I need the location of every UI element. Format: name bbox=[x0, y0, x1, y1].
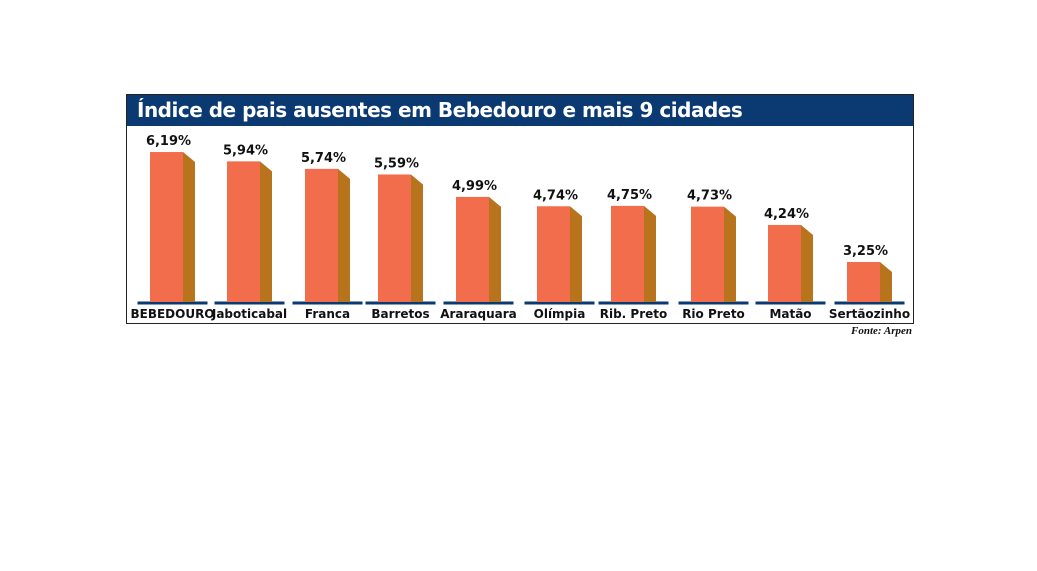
chart-title: Índice de pais ausentes em Bebedouro e m… bbox=[127, 95, 913, 126]
category-label: Araraquara bbox=[440, 307, 517, 321]
bar bbox=[378, 174, 411, 302]
category-label: Jaboticabal bbox=[211, 307, 287, 321]
value-label: 5,59% bbox=[374, 156, 419, 171]
value-label: 4,99% bbox=[452, 179, 497, 194]
value-label: 6,19% bbox=[146, 134, 191, 149]
value-label: 3,25% bbox=[843, 244, 888, 259]
bar-side bbox=[489, 196, 501, 302]
value-label: 4,74% bbox=[533, 188, 578, 203]
bar bbox=[691, 206, 724, 302]
value-label: 5,94% bbox=[223, 143, 268, 158]
bar-side bbox=[260, 161, 272, 302]
bar-side bbox=[644, 205, 656, 302]
category-label: Rib. Preto bbox=[600, 307, 668, 321]
bar bbox=[456, 196, 489, 302]
bar bbox=[768, 224, 801, 302]
value-label: 5,74% bbox=[301, 151, 346, 166]
source-note: Fonte: Arpen bbox=[850, 325, 912, 337]
bar-side bbox=[724, 206, 736, 302]
value-label: 4,75% bbox=[607, 188, 652, 203]
bar-side bbox=[570, 206, 582, 302]
category-label: Rio Preto bbox=[682, 307, 745, 321]
category-label: Sertãozinho bbox=[829, 307, 910, 321]
category-label: Matão bbox=[769, 307, 811, 321]
value-label: 4,73% bbox=[687, 189, 732, 204]
bar bbox=[305, 168, 338, 302]
category-label: BEBEDOURO bbox=[130, 307, 214, 321]
bar-side bbox=[801, 224, 813, 302]
bar bbox=[611, 205, 644, 302]
category-label: Barretos bbox=[371, 307, 429, 321]
bar-side bbox=[411, 174, 423, 302]
category-label: Olímpia bbox=[534, 307, 586, 321]
category-label: Franca bbox=[305, 307, 350, 321]
bar-side bbox=[338, 168, 350, 302]
bar-side bbox=[183, 152, 195, 302]
value-label: 4,24% bbox=[764, 207, 809, 222]
bar bbox=[150, 152, 183, 302]
bar bbox=[227, 161, 260, 302]
bar bbox=[847, 261, 880, 302]
bar bbox=[537, 206, 570, 302]
bar-side bbox=[880, 261, 892, 302]
